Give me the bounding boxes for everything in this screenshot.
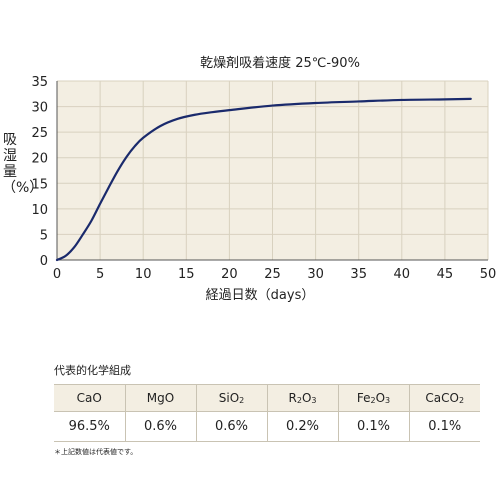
- header-formula-subscript: 2: [239, 396, 245, 405]
- y-tick-label: 10: [31, 203, 48, 218]
- y-tick-label: 15: [31, 177, 48, 192]
- composition-value-cell: 96.5%: [54, 411, 126, 442]
- composition-value-cell: 0.1%: [337, 411, 410, 442]
- header-formula-main: R: [288, 391, 297, 405]
- header-formula-main: Fe: [356, 391, 371, 405]
- header-formula-main: MgO: [146, 391, 175, 405]
- y-tick-label: 0: [40, 254, 48, 269]
- x-tick-label: 5: [96, 267, 104, 282]
- y-tick-label: 5: [40, 228, 48, 243]
- header-formula-subscript: 2: [296, 396, 302, 405]
- chart-plot: 0 5 10 15 20 25 30 35 40 45 50 0 5 10 15 20 25 30 35: [31, 75, 497, 282]
- x-tick-label: 20: [221, 267, 238, 282]
- x-tick-label: 50: [480, 267, 497, 282]
- chart-area: 0 5 10 15 20 25 30 35 40 45 50 0 5 10 15 20 25 30 35 乾燥剤吸着…: [2, 56, 497, 303]
- composition-title: 代表的化学組成: [54, 364, 131, 377]
- x-tick-label: 10: [135, 267, 152, 282]
- header-formula-subscript: 3: [311, 396, 317, 405]
- composition-value-row: 96.5% 0.6% 0.6% 0.2% 0.1% 0.1%: [54, 411, 480, 442]
- composition-header-cell: R2O3: [266, 384, 339, 412]
- header-formula-subscript: 2: [370, 396, 376, 405]
- y-tick-label: 30: [31, 101, 48, 116]
- composition-value-cell: 0.6%: [195, 411, 268, 442]
- composition-value-cell: 0.1%: [408, 411, 480, 442]
- x-tick-label: 40: [394, 267, 411, 282]
- composition-table: CaO MgO SiO2 R2O3 Fe2O3 CaCO2 96.5% 0.6% 0.6% 0.…: [54, 384, 480, 442]
- composition-header-cell: SiO2: [195, 384, 268, 412]
- header-formula-main: CaO: [76, 391, 102, 405]
- composition-header-cell: CaCO2: [408, 384, 480, 412]
- composition-value-cell: 0.6%: [124, 411, 197, 442]
- composition-value-cell: 0.2%: [266, 411, 339, 442]
- x-tick-label: 45: [437, 267, 454, 282]
- x-tick-label: 25: [264, 267, 281, 282]
- y-tick-label: 35: [31, 75, 48, 90]
- header-formula-tail: O: [301, 391, 312, 405]
- y-tick-label: 20: [31, 152, 48, 167]
- series-line: [55, 97, 472, 262]
- x-tick-label: 35: [350, 267, 367, 282]
- header-formula-tail: O: [375, 391, 386, 405]
- composition-header-row: CaO MgO SiO2 R2O3 Fe2O3 CaCO2: [54, 384, 480, 412]
- composition-header-cell: Fe2O3: [337, 384, 410, 412]
- x-axis-label: 経過日数（days）: [205, 288, 315, 303]
- composition-header-cell: CaO: [54, 384, 126, 412]
- composition-section: 代表的化学組成 CaO MgO SiO2 R2O3 Fe2O3 CaCO2 96.5% 0.…: [54, 362, 480, 457]
- x-tick-label: 30: [307, 267, 324, 282]
- header-formula-subscript: 3: [385, 396, 391, 405]
- y-tick-label: 25: [31, 126, 48, 141]
- chart-title: 乾燥剤吸着速度 25℃-90%: [200, 56, 360, 71]
- x-tick-label: 0: [53, 267, 61, 282]
- header-formula-subscript: 2: [458, 396, 465, 405]
- y-axis-label: 吸湿量（%）: [2, 132, 44, 196]
- header-formula-main: CaCO: [425, 391, 459, 405]
- header-formula-main: SiO: [218, 391, 240, 405]
- x-tick-label: 15: [178, 267, 195, 282]
- composition-header-cell: MgO: [124, 384, 197, 412]
- footnote: ＊上記数値は代表値です。: [54, 448, 138, 456]
